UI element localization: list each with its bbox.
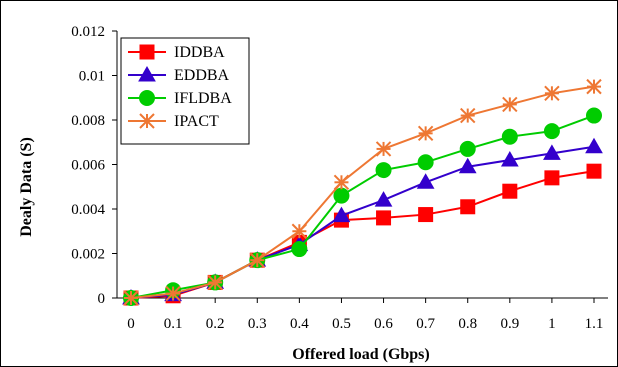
data-point-ifldba <box>417 154 434 171</box>
data-point-eddba <box>332 206 351 223</box>
legend-marker <box>139 44 155 60</box>
data-point-iddba <box>418 207 434 223</box>
x-tick-label: 0.9 <box>500 316 519 332</box>
data-point-ipact <box>502 96 518 113</box>
axes: 0 0.002 0.004 0.006 0.008 0.01 0.012 0 0.1 0.2 0.3… <box>71 24 608 332</box>
legend-marker <box>138 65 156 82</box>
y-tick-label: 0.01 <box>79 69 105 85</box>
data-point-ipact <box>207 274 223 291</box>
data-point-iddba <box>586 163 602 179</box>
data-point-iddba <box>502 183 518 199</box>
x-axis-title: Offered load (Gbps) <box>292 346 429 363</box>
y-tick-label: 0.006 <box>71 158 105 174</box>
data-point-ipact <box>544 85 560 102</box>
y-axis-title: Dealy Data (S) <box>18 137 35 237</box>
data-point-ifldba <box>333 187 350 204</box>
data-point-ifldba <box>459 140 476 157</box>
data-point-ipact <box>249 252 265 268</box>
data-point-ifldba <box>375 162 392 179</box>
legend-item-ifldba: IFLDBA <box>128 90 232 107</box>
data-point-ifldba <box>291 241 308 258</box>
data-point-iddba <box>376 210 392 226</box>
y-tick-label: 0 <box>98 291 106 307</box>
x-tick-label: 0.7 <box>416 316 435 332</box>
legend-label: EDDBA <box>174 67 230 84</box>
legend-label: IDDBA <box>174 44 225 61</box>
data-point-ifldba <box>543 123 560 140</box>
data-point-iddba <box>544 170 560 186</box>
data-point-eddba <box>374 191 393 207</box>
x-tick-label: 1.1 <box>585 316 604 332</box>
series-layer <box>122 78 603 306</box>
legend-label: IFLDBA <box>174 90 232 107</box>
data-point-ipact <box>165 285 181 302</box>
data-point-ifldba <box>501 128 518 145</box>
data-point-ipact <box>123 290 139 306</box>
legend-marker <box>139 90 155 106</box>
y-tick-label: 0.008 <box>71 113 105 129</box>
series-line-eddba <box>130 145 595 299</box>
x-tick-label: 0.3 <box>248 316 267 332</box>
data-point-ipact <box>375 141 392 157</box>
series-iddba <box>123 163 602 306</box>
x-tick-label: 1 <box>548 316 556 332</box>
series-ipact <box>123 78 602 306</box>
data-point-eddba <box>458 157 477 174</box>
data-point-ipact <box>333 174 350 191</box>
legend: IDDBA EDDBA IFLDBA IPACT <box>120 37 250 145</box>
data-point-eddba <box>416 173 435 189</box>
x-tick-label: 0.4 <box>290 316 309 332</box>
data-point-ipact <box>460 107 476 124</box>
x-tick-label: 0.1 <box>164 316 183 332</box>
y-tick-label: 0.004 <box>71 202 105 218</box>
x-tick-label: 0.5 <box>332 316 351 332</box>
series-line-iddba <box>130 170 595 299</box>
legend-marker <box>139 113 155 129</box>
data-point-ipact <box>291 223 308 239</box>
data-point-eddba <box>543 144 561 160</box>
y-tick-label: 0.012 <box>71 24 105 40</box>
data-point-eddba <box>585 137 603 154</box>
series-line-ipact <box>130 85 595 299</box>
legend-item-iddba: IDDBA <box>128 44 225 61</box>
data-point-iddba <box>460 199 476 215</box>
legend-item-eddba: EDDBA <box>128 65 230 84</box>
series-eddba <box>122 137 603 305</box>
data-point-eddba <box>500 151 519 167</box>
data-point-ipact <box>417 125 434 142</box>
x-tick-label: 0 <box>127 316 135 332</box>
data-point-ifldba <box>586 107 602 124</box>
x-tick-label: 0.6 <box>374 316 393 332</box>
x-tick-label: 0.2 <box>206 316 225 332</box>
data-point-ipact <box>586 78 602 95</box>
legend-item-ipact: IPACT <box>128 113 219 130</box>
legend-label: IPACT <box>174 113 219 130</box>
x-tick-label: 0.8 <box>458 316 477 332</box>
y-tick-label: 0.002 <box>71 247 105 263</box>
